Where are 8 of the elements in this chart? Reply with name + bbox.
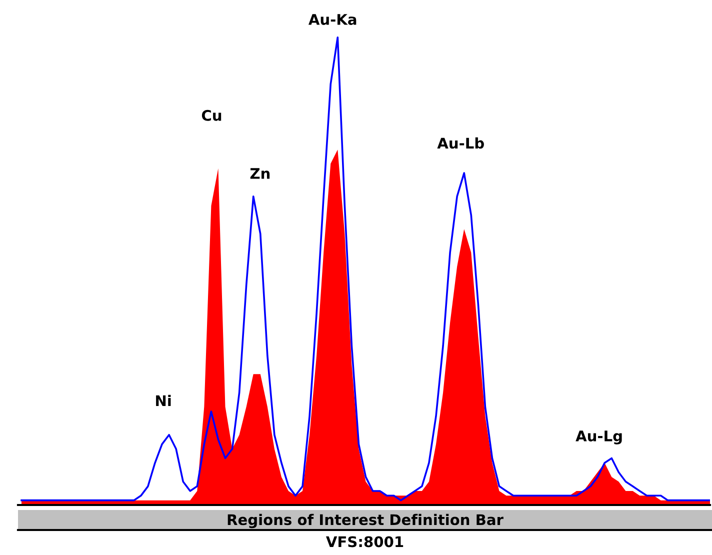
annotation: Zn [250, 168, 270, 179]
text: Au-Ka [308, 14, 356, 25]
annotation: Au-Lg [576, 430, 622, 444]
text: Regions of Interest Definition Bar [228, 514, 504, 528]
annotation: Ni [156, 394, 171, 406]
text: VFS:8001 [326, 536, 404, 548]
annotation: Au-Lb [437, 137, 484, 149]
annotation: Cu [202, 110, 222, 121]
